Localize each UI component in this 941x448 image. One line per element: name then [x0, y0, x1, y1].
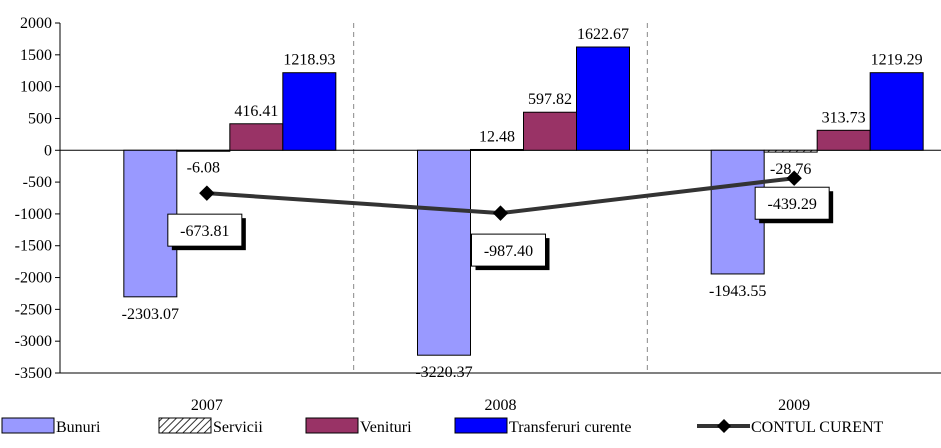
- y-tick-label: -500: [23, 174, 52, 191]
- axes-layer: 2000 1500 1000 500 0 -500 -1000 -1500 -2000 -2500…: [15, 15, 941, 414]
- bar-bunuri: [417, 149, 471, 356]
- bar-transferuri-curente: [869, 72, 924, 151]
- bar-servicii: [176, 149, 231, 152]
- data-label: 1218.93: [283, 52, 335, 69]
- bar-servicii: [470, 148, 524, 151]
- bar-transferuri-curente: [576, 46, 630, 151]
- line-layer: [199, 170, 802, 221]
- y-tick-label: -1500: [15, 238, 52, 255]
- line-data-label: -987.40: [484, 243, 533, 260]
- bar-venituri: [523, 111, 577, 151]
- y-tick-label: 500: [28, 110, 52, 127]
- y-tick-label: 1000: [20, 79, 52, 96]
- line-label-box: [471, 233, 546, 267]
- labels-layer: -2303.07 -3220.37 -1943.55 -6.08 12.48 -28.76…: [122, 26, 923, 381]
- line-marker-diamond: [786, 170, 802, 186]
- legend-label: Venituri: [360, 419, 412, 436]
- y-tick-label: 2000: [20, 15, 52, 32]
- line-marker-diamond: [492, 205, 509, 221]
- data-label: -2303.07: [122, 306, 179, 323]
- x-tick-label: 2007: [191, 397, 223, 414]
- line-data-label: -673.81: [180, 223, 229, 240]
- legend-label: Transferuri curente: [509, 419, 631, 436]
- line-data-label: -439.29: [768, 196, 817, 213]
- data-label: 597.82: [528, 91, 572, 108]
- line-marker-diamond: [199, 185, 215, 201]
- data-label: -28.76: [770, 161, 811, 178]
- data-label: -3220.37: [415, 364, 472, 381]
- data-label: 1622.67: [577, 26, 629, 43]
- legend-swatch: [158, 417, 212, 434]
- legend-marker-diamond: [717, 419, 731, 433]
- y-tick-label: 0: [44, 142, 52, 159]
- data-label: 12.48: [479, 128, 515, 145]
- data-label: -1943.55: [709, 283, 766, 300]
- legend-swatch: [454, 417, 508, 434]
- y-tick-label: 1500: [20, 47, 52, 64]
- data-label: 416.41: [234, 103, 278, 120]
- x-tick-label: 2009: [778, 397, 810, 414]
- legend-layer: Bunuri Servicii Venituri Transferuri curent…: [1, 417, 884, 436]
- legend-label: CONTUL CURENT: [751, 419, 884, 436]
- data-label: 313.73: [822, 109, 866, 126]
- bars-layer: [123, 46, 924, 356]
- y-tick-label: -3000: [15, 333, 52, 350]
- data-label: 1219.29: [871, 52, 923, 69]
- y-tick-label: -3500: [15, 365, 52, 382]
- y-tick-label: -2500: [15, 301, 52, 318]
- y-tick-label: -2000: [15, 270, 52, 287]
- x-tick-label: 2008: [485, 397, 517, 414]
- legend-swatch: [305, 417, 359, 434]
- data-label: -6.08: [187, 160, 220, 177]
- legend-label: Servicii: [213, 419, 263, 436]
- legend-label: Bunuri: [56, 419, 101, 436]
- bar-transferuri-curente: [282, 72, 337, 151]
- line-label-box: [167, 213, 243, 247]
- y-tick-label: -1000: [15, 206, 52, 223]
- line-label-box: [754, 186, 830, 220]
- legend-swatch: [1, 417, 55, 434]
- bar-venituri: [816, 129, 871, 151]
- bar-servicii: [763, 149, 818, 153]
- grid-layer: [353, 23, 648, 373]
- bar-venituri: [229, 123, 284, 151]
